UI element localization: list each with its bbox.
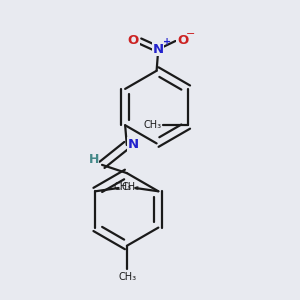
Text: N: N — [128, 138, 139, 151]
Text: N: N — [153, 43, 164, 56]
Text: CH₃: CH₃ — [114, 182, 132, 192]
Text: −: − — [186, 29, 196, 39]
Text: CH₃: CH₃ — [143, 120, 162, 130]
Text: +: + — [164, 37, 172, 47]
Text: H: H — [88, 153, 99, 167]
Text: CH₃: CH₃ — [118, 272, 136, 282]
Text: O: O — [177, 34, 188, 46]
Text: CH₃: CH₃ — [122, 182, 140, 192]
Text: O: O — [128, 34, 139, 46]
